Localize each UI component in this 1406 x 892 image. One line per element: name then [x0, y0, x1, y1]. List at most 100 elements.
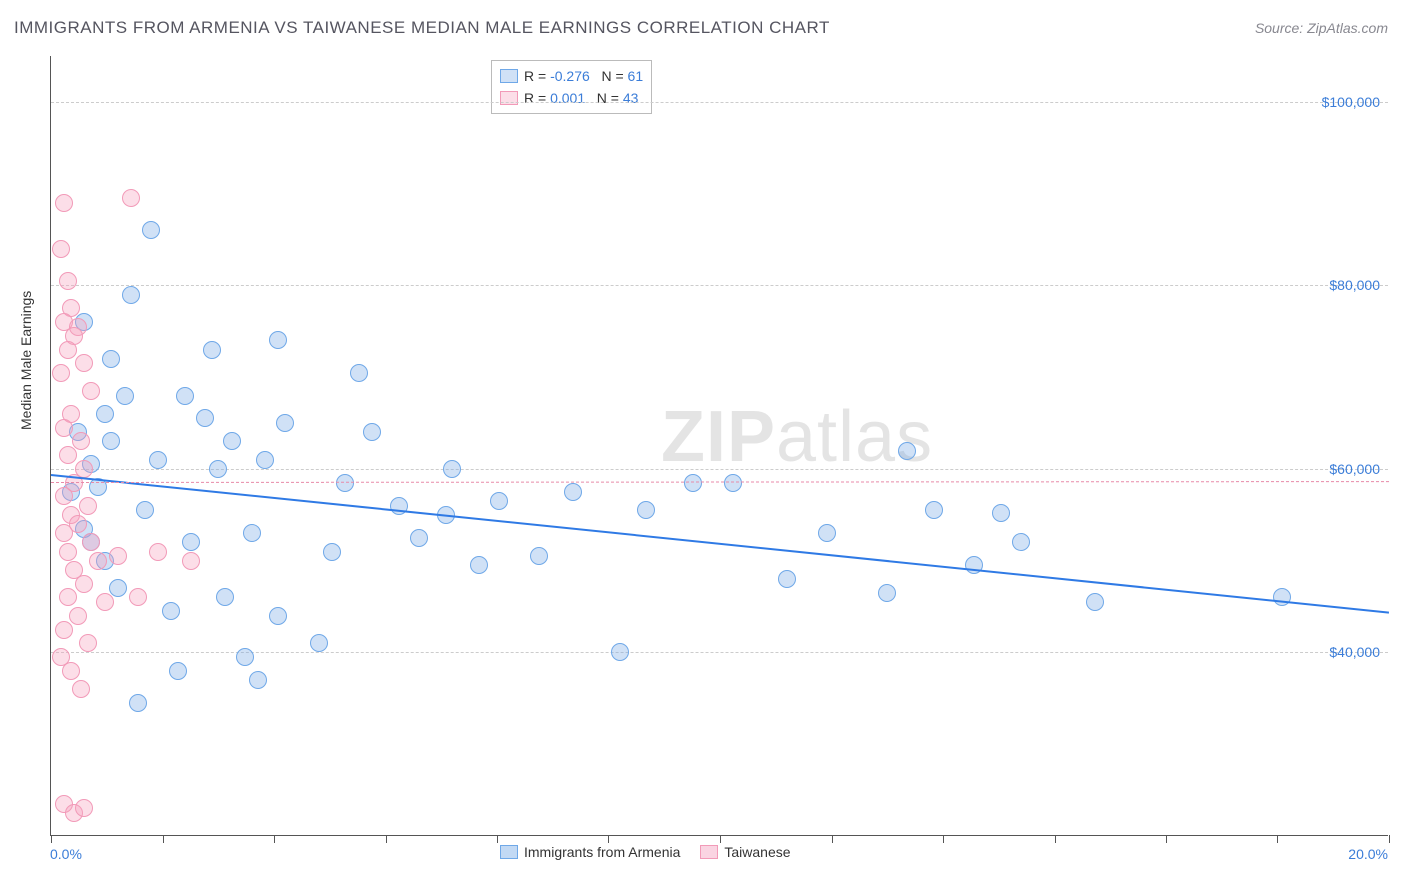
data-point: [925, 501, 943, 519]
y-tick-label: $100,000: [1322, 94, 1380, 110]
data-point: [96, 593, 114, 611]
data-point: [182, 533, 200, 551]
legend-swatch: [700, 845, 718, 859]
data-point: [196, 409, 214, 427]
data-point: [611, 643, 629, 661]
chart-container: IMMIGRANTS FROM ARMENIA VS TAIWANESE MED…: [0, 0, 1406, 892]
data-point: [778, 570, 796, 588]
data-point: [116, 387, 134, 405]
data-point: [96, 405, 114, 423]
data-point: [182, 552, 200, 570]
data-point: [818, 524, 836, 542]
legend-row: R = 0.001 N = 43: [500, 87, 643, 109]
data-point: [149, 543, 167, 561]
data-point: [443, 460, 461, 478]
data-point: [62, 662, 80, 680]
data-point: [55, 621, 73, 639]
data-point: [323, 543, 341, 561]
gridline: [51, 102, 1388, 103]
data-point: [992, 504, 1010, 522]
data-point: [684, 474, 702, 492]
series-legend: Immigrants from Armenia Taiwanese: [500, 844, 791, 860]
data-point: [109, 579, 127, 597]
data-point: [102, 350, 120, 368]
legend-item: Taiwanese: [700, 844, 790, 860]
data-point: [898, 442, 916, 460]
data-point: [59, 588, 77, 606]
x-axis-max-label: 20.0%: [1348, 846, 1388, 862]
data-point: [79, 634, 97, 652]
data-point: [69, 607, 87, 625]
data-point: [55, 194, 73, 212]
trend-line: [51, 474, 1389, 614]
data-point: [530, 547, 548, 565]
data-point: [52, 364, 70, 382]
data-point: [350, 364, 368, 382]
data-point: [310, 634, 328, 652]
legend-label: Taiwanese: [724, 844, 790, 860]
data-point: [142, 221, 160, 239]
y-tick-label: $60,000: [1329, 461, 1380, 477]
data-point: [75, 354, 93, 372]
data-point: [52, 240, 70, 258]
data-point: [82, 533, 100, 551]
data-point: [1012, 533, 1030, 551]
x-tick: [1055, 835, 1056, 843]
data-point: [724, 474, 742, 492]
data-point: [79, 497, 97, 515]
legend-item: Immigrants from Armenia: [500, 844, 680, 860]
x-tick: [497, 835, 498, 843]
trend-line: [51, 481, 1389, 483]
legend-swatch: [500, 69, 518, 83]
data-point: [122, 286, 140, 304]
data-point: [236, 648, 254, 666]
data-point: [55, 487, 73, 505]
x-tick: [51, 835, 52, 843]
legend-swatch: [500, 91, 518, 105]
data-point: [129, 588, 147, 606]
data-point: [136, 501, 154, 519]
legend-row: R = -0.276 N = 61: [500, 65, 643, 87]
legend-stats: R = 0.001 N = 43: [524, 90, 638, 106]
correlation-legend: R = -0.276 N = 61 R = 0.001 N = 43: [491, 60, 652, 114]
data-point: [243, 524, 261, 542]
data-point: [269, 607, 287, 625]
data-point: [1086, 593, 1104, 611]
gridline: [51, 285, 1388, 286]
data-point: [72, 680, 90, 698]
x-tick: [1166, 835, 1167, 843]
data-point: [878, 584, 896, 602]
data-point: [490, 492, 508, 510]
data-point: [1273, 588, 1291, 606]
data-point: [129, 694, 147, 712]
source-label: Source: ZipAtlas.com: [1255, 20, 1388, 36]
data-point: [109, 547, 127, 565]
data-point: [256, 451, 274, 469]
data-point: [55, 524, 73, 542]
data-point: [169, 662, 187, 680]
data-point: [276, 414, 294, 432]
x-tick: [608, 835, 609, 843]
data-point: [564, 483, 582, 501]
y-tick-label: $80,000: [1329, 277, 1380, 293]
data-point: [470, 556, 488, 574]
x-tick: [386, 835, 387, 843]
data-point: [249, 671, 267, 689]
data-point: [149, 451, 167, 469]
data-point: [410, 529, 428, 547]
legend-stats: R = -0.276 N = 61: [524, 68, 643, 84]
data-point: [209, 460, 227, 478]
data-point: [102, 432, 120, 450]
data-point: [59, 272, 77, 290]
data-point: [269, 331, 287, 349]
data-point: [55, 419, 73, 437]
x-tick: [720, 835, 721, 843]
data-point: [216, 588, 234, 606]
x-tick: [163, 835, 164, 843]
data-point: [637, 501, 655, 519]
gridline: [51, 469, 1388, 470]
data-point: [59, 341, 77, 359]
data-point: [82, 382, 100, 400]
x-tick: [943, 835, 944, 843]
data-point: [176, 387, 194, 405]
